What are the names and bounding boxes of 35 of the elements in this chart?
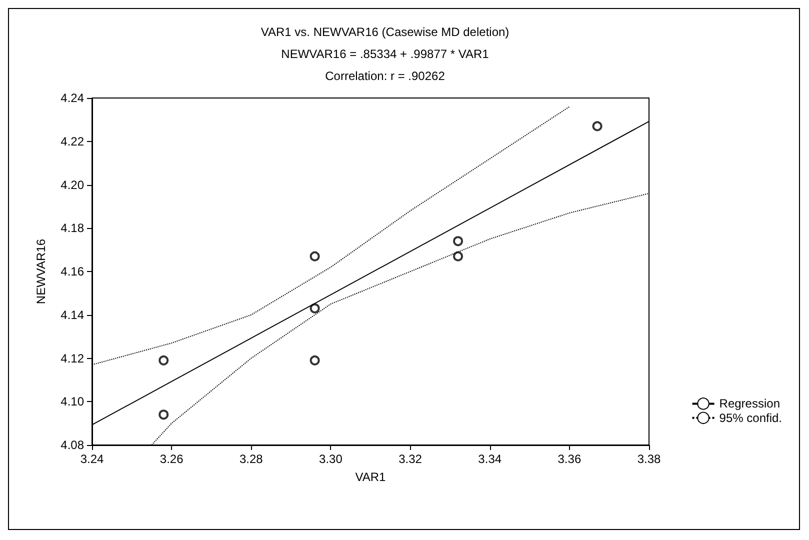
figure-frame: NEWVAR16 VAR1 4.08 4.10 4.12 4.14 4.16 4.18 4.20 4.22 4.24 3.24 3.26 3.28 3.30 3.32 3.34 3.36 3.38 Regression 95% confid. VAR1 vs. NEWVAR16 (Casewise MD deletion) NEWVAR16 = .85334 + .99877 * VAR1 Correlation: r = .90262 — [8, 8, 800, 530]
x-tick-label: 3.26 — [160, 452, 184, 466]
point — [310, 251, 320, 262]
y-tick-label: 4.24 — [60, 91, 84, 105]
x-tick-label: 3.28 — [239, 452, 264, 466]
chart-subtitle: NEWVAR16 = .85334 + .99877 * VAR1 — [281, 47, 490, 61]
point — [158, 355, 169, 366]
y-tick-label: 4.20 — [60, 178, 84, 192]
y-tick-label: 4.22 — [60, 134, 84, 148]
y-tick-label: 4.16 — [60, 264, 84, 278]
y-tick-label: 4.14 — [60, 308, 84, 322]
y-tick-label: 4.12 — [60, 351, 84, 366]
point — [592, 121, 602, 132]
x-tick-label: 3.34 — [478, 452, 502, 466]
chart-title: VAR1 vs. NEWVAR16 (Casewise MD deletion) — [260, 25, 510, 39]
x-tick-label: 3.24 — [80, 452, 104, 466]
legend-label: Regression — [719, 396, 780, 411]
text: Correlation: r = .90262 — [325, 69, 446, 83]
x-tick-label: 3.36 — [558, 452, 582, 466]
y-tick-label: 4.08 — [60, 438, 84, 452]
point — [310, 355, 320, 366]
y-tick-label: 4.10 — [60, 394, 84, 409]
y-axis-title: NEWVAR16 — [34, 238, 48, 304]
line-series — [151, 192, 650, 446]
point — [453, 251, 464, 262]
x-tick-label: 3.38 — [637, 452, 661, 466]
x-axis-title: VAR1 — [355, 470, 386, 484]
point — [158, 410, 169, 420]
point — [310, 303, 320, 314]
x-tick-label: 3.32 — [398, 452, 422, 466]
y-tick-label: 4.18 — [60, 221, 84, 236]
legend-label: 95% confid. — [719, 410, 782, 425]
line-series — [92, 106, 570, 366]
x-tick-label: 3.30 — [319, 452, 343, 466]
point — [453, 236, 464, 246]
